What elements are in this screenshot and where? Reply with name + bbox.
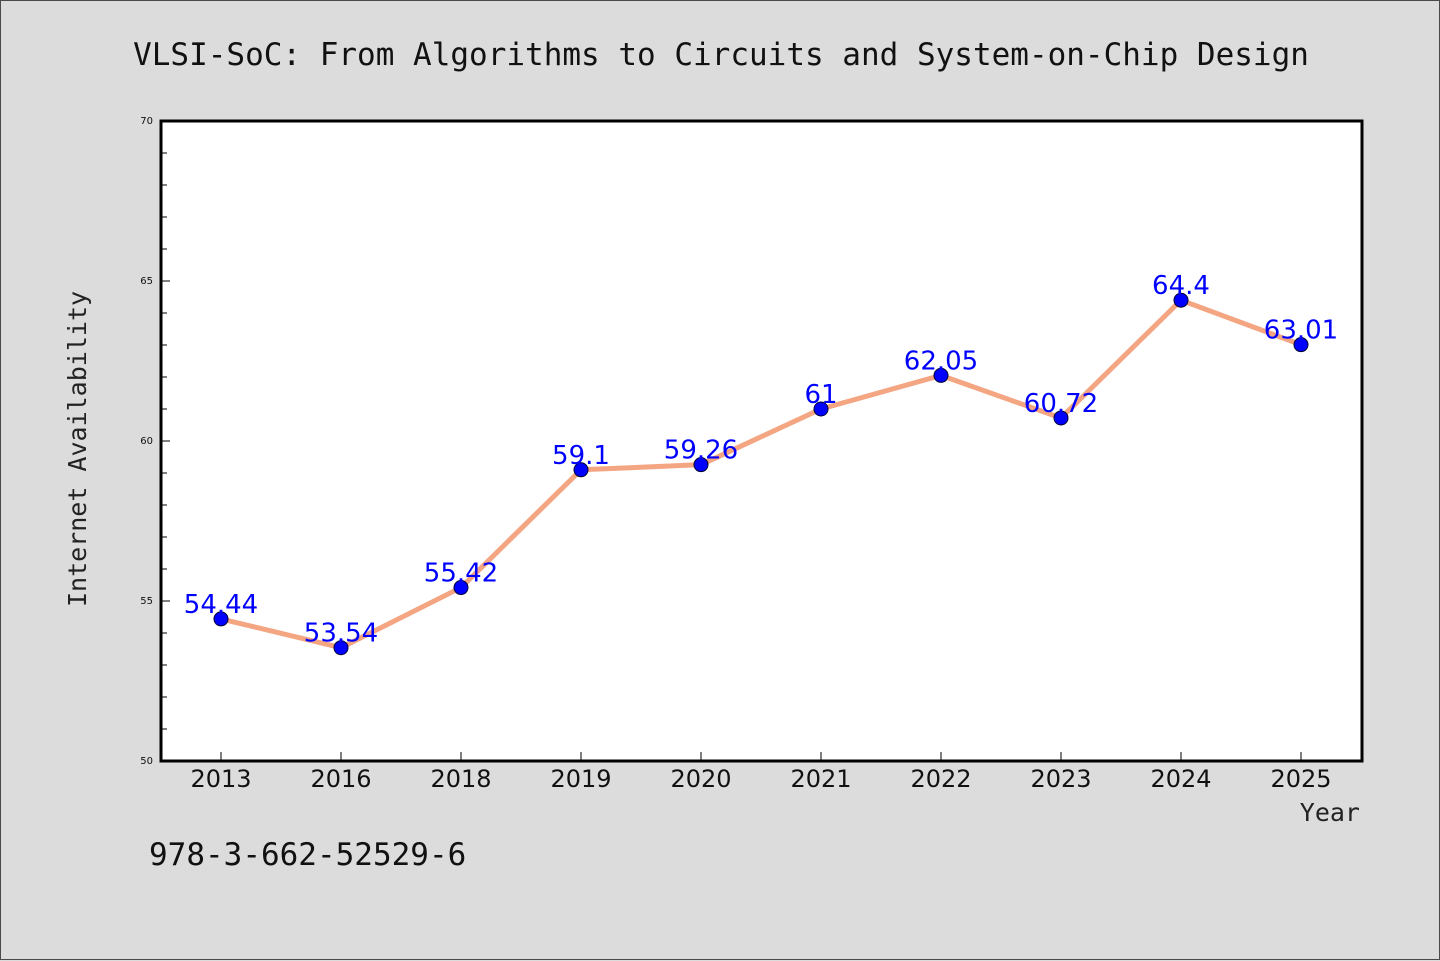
plot-area: [159, 119, 1364, 763]
data-point-marker: [693, 457, 709, 473]
data-point-marker: [933, 367, 949, 383]
y-tick-label: 70: [140, 116, 153, 127]
x-tick-label: 2025: [1270, 765, 1331, 793]
chart-title: VLSI-SoC: From Algorithms to Circuits an…: [133, 37, 1309, 73]
data-labels-group: 54.44 53.54 55.42 59.1 59.26 61 62.05 60.72 64.4…: [184, 271, 1338, 649]
data-point-marker: [573, 462, 589, 478]
y-axis-label: Internet Availability: [63, 291, 92, 607]
data-label: 59.26: [664, 436, 738, 466]
isbn-footer: 978-3-662-52529-6: [149, 837, 466, 873]
x-tick-label: 2018: [430, 765, 491, 793]
y-tick-label: 65: [140, 276, 153, 287]
data-label: 64.4: [1152, 271, 1210, 301]
data-point-marker: [813, 401, 829, 417]
series-line-group: [213, 292, 1309, 656]
data-point-marker: [213, 611, 229, 627]
data-label: 63.01: [1264, 316, 1338, 346]
x-tick-label: 2019: [550, 765, 611, 793]
data-label: 62.05: [904, 346, 978, 376]
x-axis-label: Year: [1300, 798, 1360, 827]
x-tick-label: 2021: [790, 765, 851, 793]
data-label: 54.44: [184, 590, 258, 620]
x-axis-ticks: 2013 2016 2018 2019 2020 2021 2022 2023 2024 2025: [190, 752, 1332, 793]
data-point-marker: [1173, 292, 1189, 308]
x-tick-label: 2022: [910, 765, 971, 793]
y-tick-label: 50: [140, 756, 153, 767]
data-label: 59.1: [552, 441, 610, 471]
data-label: 60.72: [1024, 389, 1098, 419]
x-tick-label: 2024: [1150, 765, 1211, 793]
data-label: 55.42: [424, 559, 498, 589]
series-line: [218, 297, 1304, 651]
x-tick-label: 2016: [310, 765, 371, 793]
data-point-marker: [333, 640, 349, 656]
data-label: 53.54: [304, 619, 378, 649]
x-tick-label: 2023: [1030, 765, 1091, 793]
y-tick-label: 60: [140, 436, 153, 447]
y-axis-ticks: 50 55 60 65 70: [140, 116, 170, 767]
y-tick-label: 55: [140, 596, 153, 607]
data-point-marker: [453, 580, 469, 596]
x-tick-label: 2020: [670, 765, 731, 793]
data-label: 61: [804, 380, 837, 410]
data-point-marker: [1053, 410, 1069, 426]
x-tick-label: 2013: [190, 765, 251, 793]
data-point-marker: [1293, 337, 1309, 353]
